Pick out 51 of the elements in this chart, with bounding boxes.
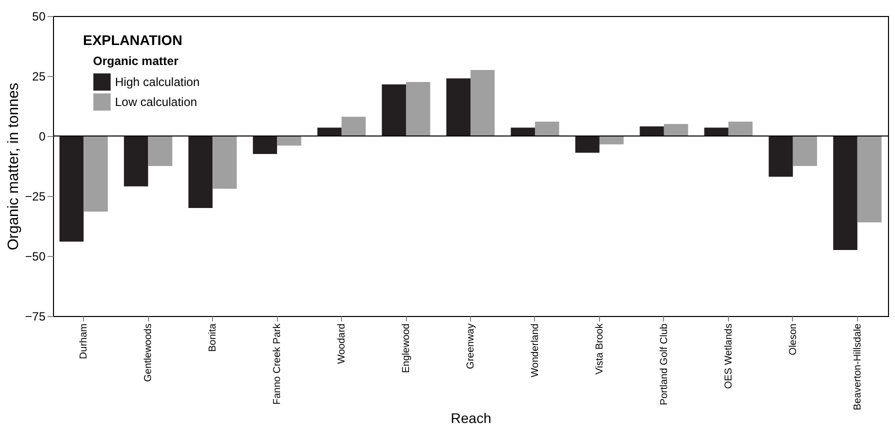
legend-title: Organic matter (93, 54, 179, 68)
x-tick-label: Bonita (208, 323, 219, 352)
bar (59, 136, 84, 242)
x-tick-label: Englewood (401, 324, 412, 373)
bar (599, 136, 624, 144)
bar (664, 124, 688, 136)
x-tick-label: OES Wetlands (723, 324, 734, 389)
bar (84, 136, 108, 212)
bar (704, 128, 728, 136)
bar (124, 136, 148, 186)
x-axis-title: Reach (450, 410, 492, 426)
y-tick-label: −50 (25, 250, 46, 264)
y-tick-label: −75 (25, 310, 46, 324)
annotation: EXPLANATION (83, 32, 182, 48)
x-tick-label: Greenway (466, 324, 476, 370)
y-tick-label: 0 (38, 130, 46, 144)
y-tick-label: −25 (25, 190, 46, 204)
y-axis-title: Organic matter, in tonnes (5, 82, 22, 250)
x-tick-label: Beaverton-Hillsdale (852, 323, 864, 410)
x-tick-label: Gentlewoods (143, 324, 154, 382)
x-tick-label: Vista Brook (594, 322, 606, 374)
x-tick-label: Woodard (336, 324, 348, 364)
bar (317, 128, 342, 136)
bar (252, 136, 278, 154)
bar (792, 136, 818, 166)
bar (406, 82, 430, 136)
bar (212, 136, 237, 189)
bar (277, 136, 302, 146)
bar (188, 136, 213, 208)
bar (342, 116, 366, 136)
bar (510, 128, 535, 136)
y-tick-label: 50 (32, 10, 46, 24)
x-tick-label: Wonderland (530, 324, 541, 378)
x-tick-label: Portland Golf Club (658, 323, 670, 406)
bar (148, 136, 172, 166)
bar (640, 126, 664, 136)
bar (575, 136, 600, 153)
bar (470, 70, 495, 136)
bar (857, 136, 882, 222)
legend-label: Low calculation (115, 95, 198, 109)
bar (728, 122, 753, 136)
bar (446, 78, 470, 136)
x-tick-label: Durham (78, 324, 90, 360)
x-tick-label: Oleson (788, 324, 799, 356)
x-tick-label: Fanno Creek Park (272, 322, 284, 405)
y-tick-label: 25 (32, 70, 46, 84)
bar (382, 84, 406, 136)
bar (768, 136, 793, 177)
bar (833, 136, 858, 250)
bar (534, 122, 560, 136)
legend-label: High calculation (115, 75, 200, 89)
